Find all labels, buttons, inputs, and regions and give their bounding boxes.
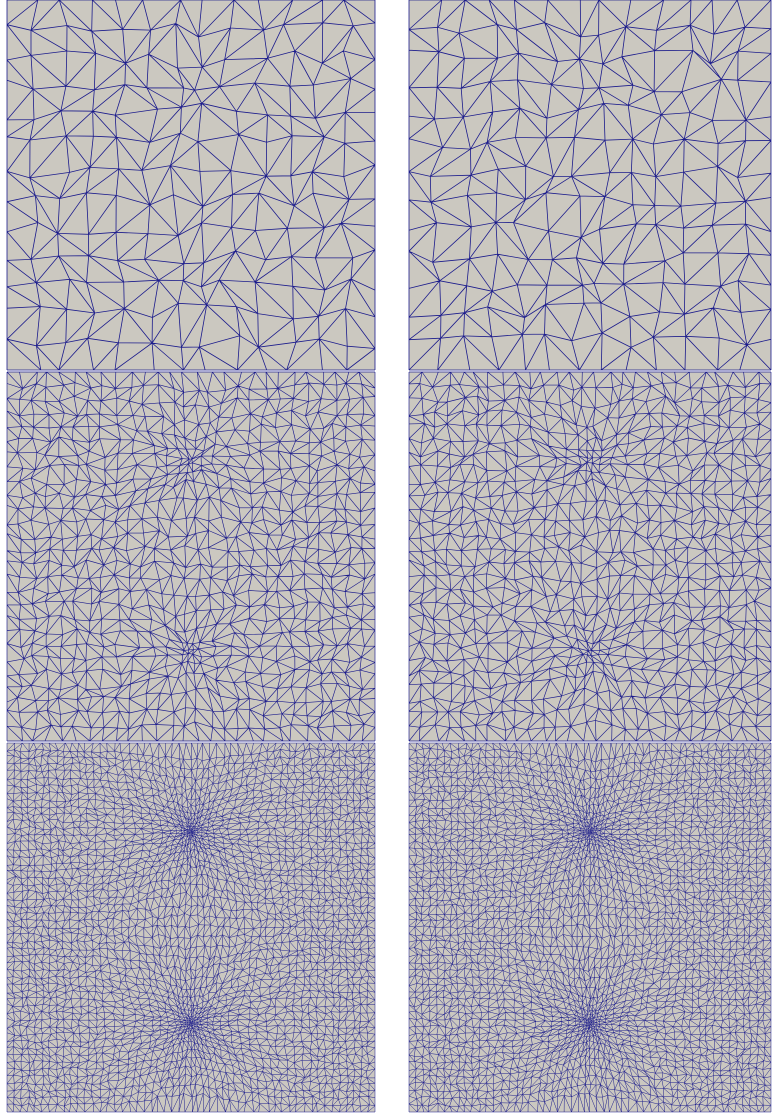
mesh-panel xyxy=(409,0,771,370)
mesh-panel xyxy=(7,372,375,741)
mesh-panel xyxy=(409,372,771,741)
page: (() => { const data = JSON.parse(documen… xyxy=(0,0,773,1114)
mesh-panel xyxy=(7,743,375,1112)
mesh-panel xyxy=(7,0,375,370)
panel-background xyxy=(7,372,375,741)
mesh-panel xyxy=(409,743,771,1112)
mesh-figure xyxy=(0,0,773,1114)
